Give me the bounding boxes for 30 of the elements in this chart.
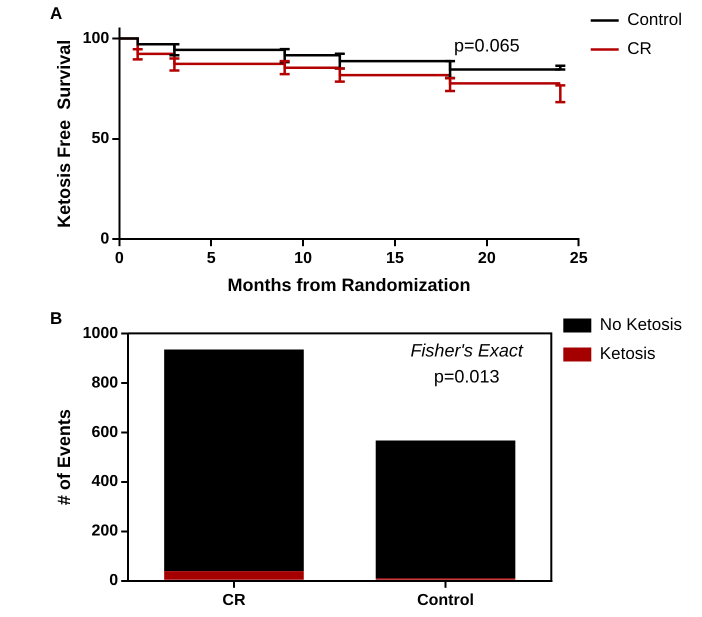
x-tick-label: 20 xyxy=(478,250,496,268)
y-tick-label: 0 xyxy=(100,230,110,248)
y-tick-label: 400 xyxy=(91,473,118,490)
annotation: p=0.065 xyxy=(454,35,520,56)
legend-label: Ketosis xyxy=(600,344,656,364)
point xyxy=(278,60,291,76)
y-tick-label: 200 xyxy=(91,522,118,540)
y-tick-label: 50 xyxy=(92,130,110,148)
bar xyxy=(164,349,304,572)
chart-title: B xyxy=(50,308,62,328)
x-tick-label: 10 xyxy=(294,250,312,268)
y-axis-title: Ketosis Free Survival xyxy=(54,40,74,228)
point xyxy=(334,67,346,83)
legend-label: No Ketosis xyxy=(600,315,682,334)
x-tick-label: 5 xyxy=(206,250,216,268)
x-tick-label: 15 xyxy=(386,250,404,268)
y-tick-label: 800 xyxy=(91,374,118,392)
y-tick-label: 1000 xyxy=(82,324,118,342)
legend-label: CR xyxy=(627,39,652,58)
y-tick-label: 100 xyxy=(82,30,110,47)
bar xyxy=(164,571,304,580)
x-tick-label: 25 xyxy=(570,250,588,268)
legend-label: Control xyxy=(627,10,682,30)
y-axis-title: # of Events xyxy=(54,409,74,506)
y-tick-label: 0 xyxy=(109,572,118,590)
x-axis-title: Months from Randomization xyxy=(228,275,470,296)
chart-title: A xyxy=(50,4,62,23)
annotation: Fisher's Exact xyxy=(410,340,524,360)
annotation: p=0.013 xyxy=(434,366,500,386)
y-tick-label: 600 xyxy=(91,424,118,441)
